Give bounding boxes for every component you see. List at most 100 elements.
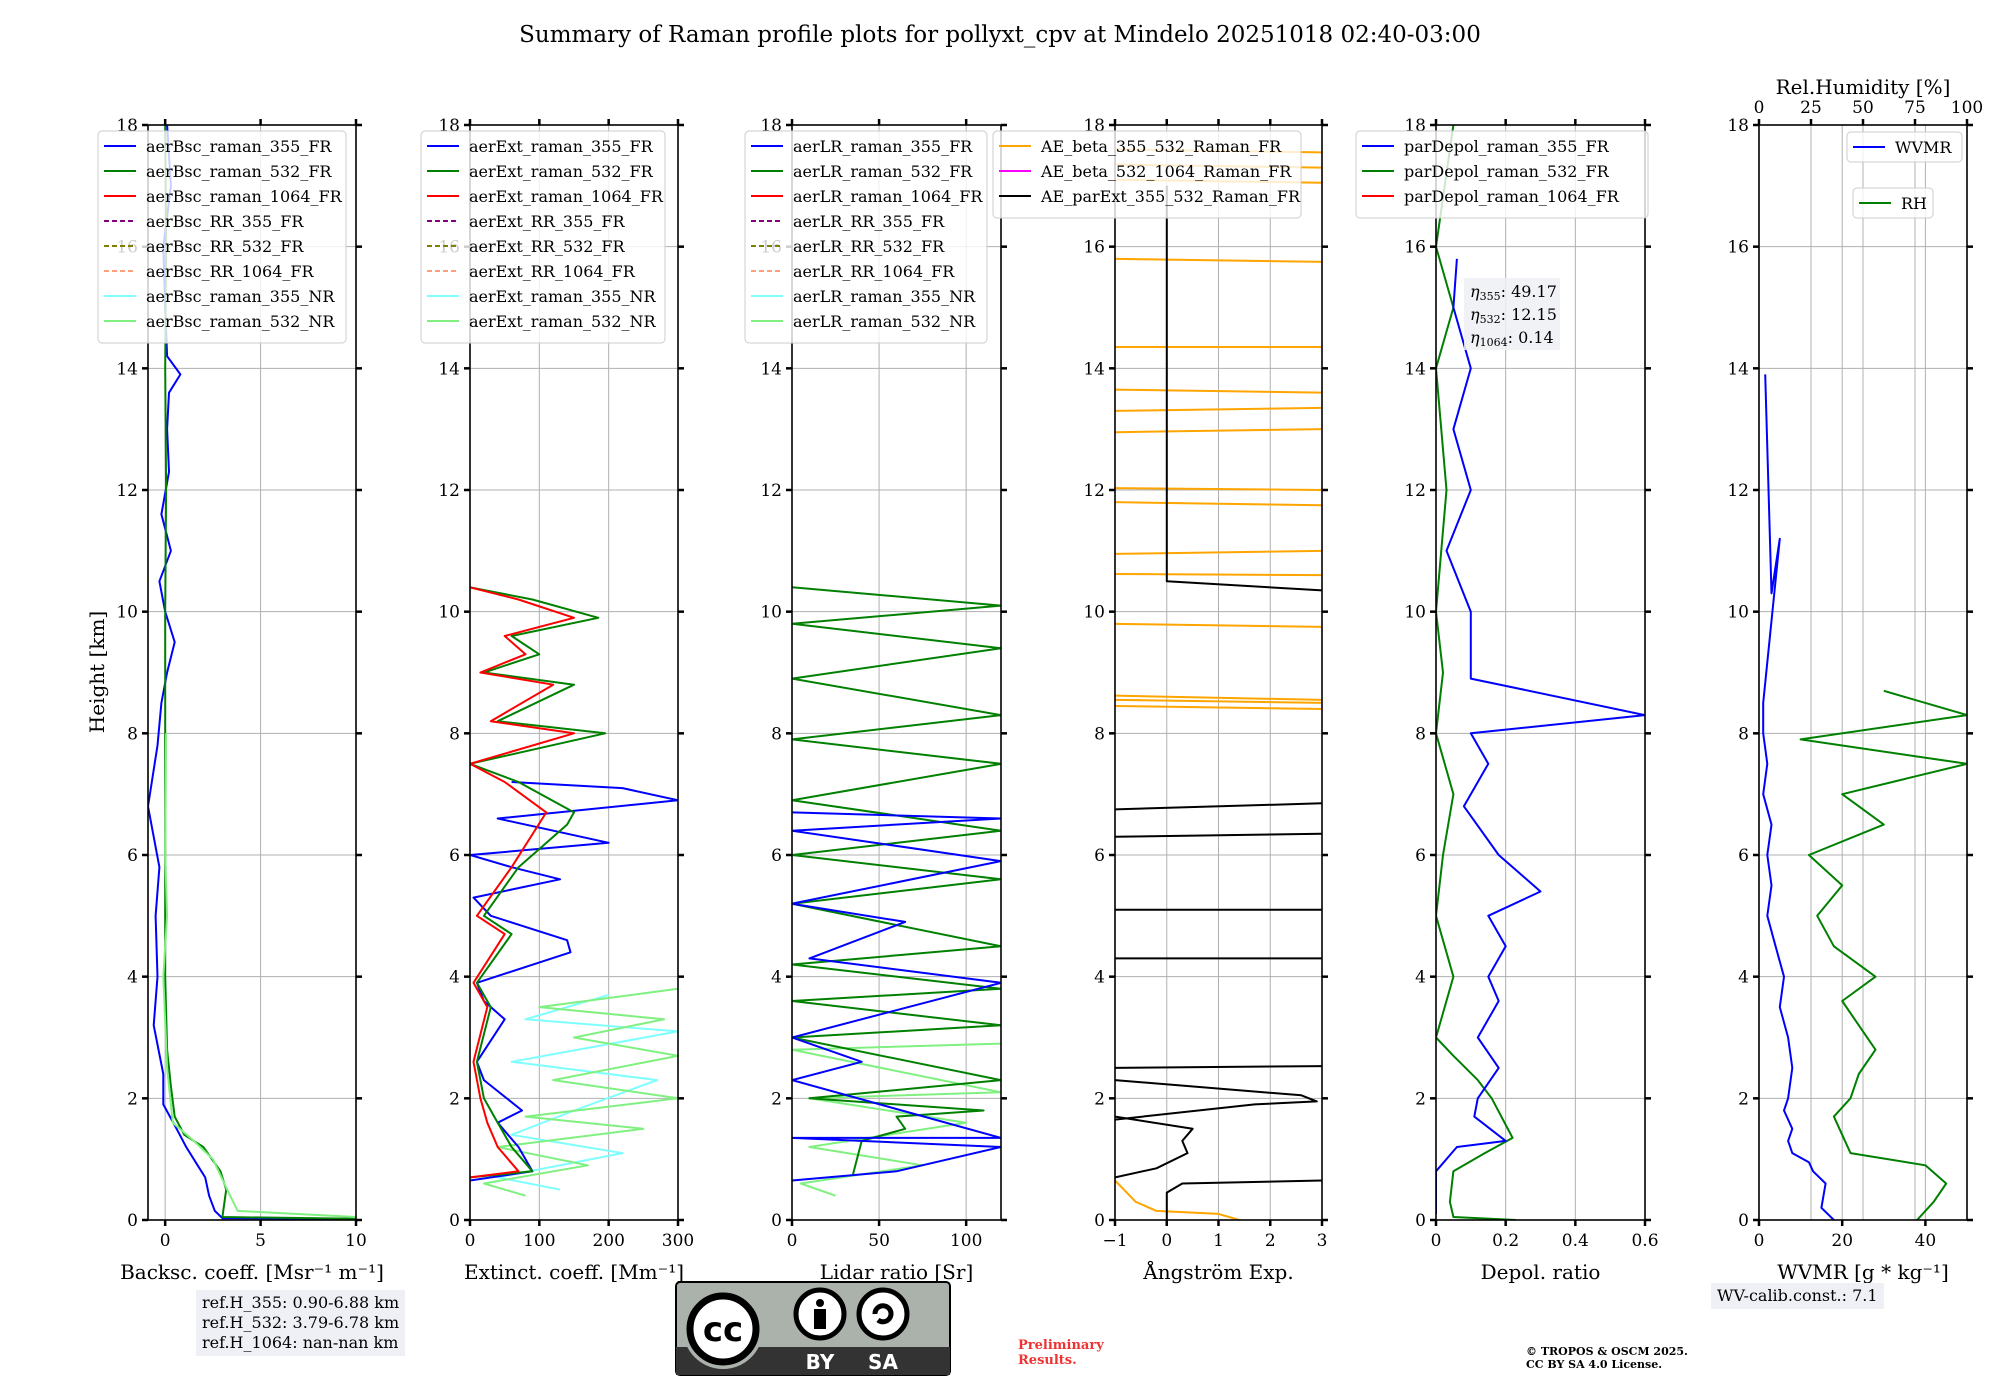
axes-frame: [469, 124, 679, 1221]
preliminary-line-1: Preliminary: [1018, 1338, 1104, 1353]
wv-calibration-box: WV-calib.const.: 7.1: [1711, 1283, 1884, 1309]
y-tick-label: 14: [1083, 359, 1105, 379]
x-axis-label: Ångström Exp.: [1142, 1259, 1293, 1284]
series-aerExt_raman_355_FR: [470, 781, 678, 1182]
series-AE_parExt_355_532_Raman_FR_levels-segment: [1115, 832, 1322, 838]
legend-box: [1846, 131, 1963, 163]
series-AE_beta_355_532_Raman_FR_upper-segment: [1115, 694, 1322, 701]
series-parDepol_raman_355_FR: [1436, 258, 1645, 1214]
legend-label: aerExt_raman_1064_FR: [469, 187, 664, 206]
y-tick-label: 12: [1083, 481, 1105, 501]
legend-label: aerBsc_raman_355_FR: [146, 137, 332, 156]
series-aerExt_raman_355_NR: [496, 993, 678, 1191]
y-tick-label: 4: [1415, 968, 1426, 988]
y-tick-label: 10: [1727, 603, 1749, 623]
x-tick-label: 300: [662, 1231, 694, 1251]
series-AE_parExt_355_532_Raman_FR: [1165, 1179, 1322, 1220]
legend-label: RH: [1901, 194, 1927, 213]
legend-label: aerBsc_raman_1064_FR: [146, 187, 343, 206]
preliminary-notice: Preliminary Results.: [1018, 1338, 1104, 1368]
series-group: [1762, 374, 1967, 1220]
preliminary-line-2: Results.: [1018, 1353, 1077, 1368]
legend-label: parDepol_raman_355_FR: [1404, 137, 1610, 156]
legend-label: aerBsc_RR_1064_FR: [146, 262, 315, 281]
series-group: [792, 586, 1001, 1197]
legend-label: aerExt_raman_532_FR: [469, 162, 654, 181]
x-tick-label: 40: [1915, 1231, 1937, 1251]
axes-frame: [1435, 124, 1646, 1221]
legend-label: aerBsc_raman_532_NR: [146, 312, 335, 331]
eta-box-bg: [1464, 278, 1560, 350]
legend-label: parDepol_raman_532_FR: [1404, 162, 1610, 181]
cc-by-sa-license-badge[interactable]: cc BY SA: [675, 1281, 951, 1376]
y-tick-label: 2: [1415, 1089, 1426, 1109]
y-tick-label: 2: [1738, 1089, 1749, 1109]
copyright-notice: © TROPOS & OSCM 2025. CC BY SA 4.0 Licen…: [1526, 1345, 1688, 1371]
legend-label: aerExt_RR_1064_FR: [469, 262, 636, 281]
x-tick-label: 0: [1754, 1231, 1765, 1251]
y-tick-label: 10: [760, 603, 782, 623]
legend-label: aerBsc_RR_532_FR: [146, 237, 304, 256]
x-tick-label: 100: [523, 1231, 555, 1251]
attribution-head: [816, 1299, 824, 1307]
y-tick-label: 16: [1404, 238, 1426, 258]
y-tick-label: 12: [760, 481, 782, 501]
x-tick-label: 200: [592, 1231, 624, 1251]
legend-label: aerLR_raman_532_NR: [793, 312, 976, 331]
y-tick-label: 18: [1727, 116, 1749, 136]
y-tick-label: 10: [1083, 603, 1105, 623]
x-tick-label: 0: [1431, 1231, 1442, 1251]
x-tick-label: 1: [1213, 1231, 1224, 1251]
x-tick-label: 20: [1831, 1231, 1853, 1251]
ref-height-1064: ref.H_1064: nan-nan km: [202, 1333, 399, 1352]
series-AE_parExt_355_532_Raman_FR_mid2: [1115, 1079, 1318, 1121]
series-aerExt_raman_532_FR: [470, 586, 607, 1179]
y-tick-label: 0: [1415, 1211, 1426, 1231]
y-tick-label: 10: [438, 603, 460, 623]
series-aerExt_raman_1064_FR: [470, 586, 575, 1179]
y-tick-label: 14: [760, 359, 782, 379]
legend-label: aerExt_RR_355_FR: [469, 212, 626, 231]
legend-label: aerLR_RR_532_FR: [793, 237, 945, 256]
legend-label: aerBsc_raman_355_NR: [146, 287, 335, 306]
share-alike-arrow: [872, 1303, 894, 1325]
x-axis-label: Extinct. coeff. [Mm⁻¹]: [464, 1260, 684, 1284]
y-tick-label: 10: [1404, 603, 1426, 623]
y-tick-label: 10: [116, 603, 138, 623]
eta-value-532: η532: 12.15: [1470, 305, 1557, 326]
y-tick-label: 6: [127, 846, 138, 866]
series-group: [148, 125, 356, 1220]
legend-label: aerLR_raman_532_FR: [793, 162, 973, 181]
eta-value-1064: η1064: 0.14: [1470, 328, 1554, 349]
x-tick-label: 0.2: [1492, 1231, 1519, 1251]
y-tick-label: 0: [1738, 1211, 1749, 1231]
y-tick-label: 8: [1738, 724, 1749, 744]
series-AE_beta_355_532_Raman_FR_upper-segment: [1115, 698, 1322, 704]
series-AE_beta_355_532_Raman_FR_upper-segment: [1115, 572, 1322, 577]
series-AE_beta_355_532_Raman_FR: [1115, 1179, 1240, 1220]
legend-label: aerBsc_raman_532_FR: [146, 162, 332, 181]
series-aerBsc_raman_355_FR: [148, 125, 356, 1220]
y-tick-label: 6: [449, 846, 460, 866]
figure-title: Summary of Raman profile plots for polly…: [519, 22, 1481, 48]
series-AE_beta_355_532_Raman_FR_upper-segment: [1115, 487, 1322, 491]
y-tick-label: 14: [438, 359, 460, 379]
x-tick-label: 0: [160, 1231, 171, 1251]
series-AE_beta_355_532_Raman_FR_upper-segment: [1115, 704, 1322, 710]
y-tick-label: 6: [1738, 846, 1749, 866]
series-RH: [1799, 689, 1967, 1220]
y-tick-label: 4: [1738, 968, 1749, 988]
x-tick-label: 50: [868, 1231, 890, 1251]
legend-label: aerExt_raman_355_FR: [469, 137, 654, 156]
legend-label: aerLR_RR_355_FR: [793, 212, 945, 231]
y-tick-label: 2: [127, 1089, 138, 1109]
y-tick-label: 8: [1415, 724, 1426, 744]
y-tick-label: 4: [771, 968, 782, 988]
y-tick-label: 16: [1083, 238, 1105, 258]
eta-value-355: η355: 49.17: [1470, 282, 1557, 303]
by-label: BY: [806, 1350, 835, 1374]
axes-frame: [147, 124, 357, 1221]
